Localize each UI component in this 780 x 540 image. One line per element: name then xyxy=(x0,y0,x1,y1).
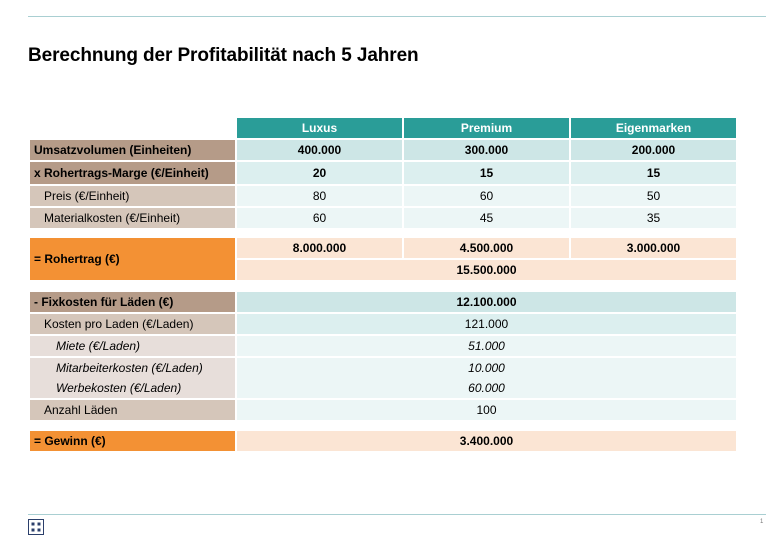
row-label-werbekosten: Werbekosten (€/Laden) xyxy=(30,378,235,398)
material-luxus: 60 xyxy=(237,208,402,228)
row-label-kosten-pro-laden: Kosten pro Laden (€/Laden) xyxy=(30,314,235,334)
fixkosten-value: 12.100.000 xyxy=(237,292,736,312)
column-header-premium: Premium xyxy=(404,118,569,138)
kosten-pro-laden-value: 121.000 xyxy=(237,314,736,334)
row-label-mitarbeiterkosten: Mitarbeiterkosten (€/Laden) xyxy=(30,358,235,378)
row-label-fixkosten: - Fixkosten für Läden (€) xyxy=(30,292,235,312)
werbekosten-value: 60.000 xyxy=(237,378,736,398)
row-label-preis: Preis (€/Einheit) xyxy=(30,186,235,206)
top-divider xyxy=(28,16,766,17)
row-label-rohertrag: = Rohertrag (€) xyxy=(30,238,235,280)
material-premium: 45 xyxy=(404,208,569,228)
bottom-divider xyxy=(28,514,766,515)
mitarbeiterkosten-value: 10.000 xyxy=(237,358,736,378)
row-label-materialkosten: Materialkosten (€/Einheit) xyxy=(30,208,235,228)
marge-premium: 15 xyxy=(404,162,569,184)
row-label-anzahl-laeden: Anzahl Läden xyxy=(30,400,235,420)
row-label-gewinn: = Gewinn (€) xyxy=(30,431,235,451)
preis-luxus: 80 xyxy=(237,186,402,206)
rohertrag-luxus: 8.000.000 xyxy=(237,238,402,258)
rohertrag-eigenmarken: 3.000.000 xyxy=(571,238,736,258)
umsatz-premium: 300.000 xyxy=(404,140,569,160)
marge-luxus: 20 xyxy=(237,162,402,184)
preis-premium: 60 xyxy=(404,186,569,206)
rohertrag-premium: 4.500.000 xyxy=(404,238,569,258)
column-header-luxus: Luxus xyxy=(237,118,402,138)
row-label-rohertrags-marge: x Rohertrags-Marge (€/Einheit) xyxy=(30,162,235,184)
grid-logo-icon xyxy=(28,519,44,535)
anzahl-laeden-value: 100 xyxy=(237,400,736,420)
column-header-eigenmarken: Eigenmarken xyxy=(571,118,736,138)
page-number: 1 xyxy=(760,519,764,525)
marge-eigenmarken: 15 xyxy=(571,162,736,184)
miete-value: 51.000 xyxy=(237,336,736,356)
row-label-umsatzvolumen: Umsatzvolumen (Einheiten) xyxy=(30,140,235,160)
row-label-miete: Miete (€/Laden) xyxy=(30,336,235,356)
page-title: Berechnung der Profitabilität nach 5 Jah… xyxy=(28,45,419,66)
umsatz-luxus: 400.000 xyxy=(237,140,402,160)
rohertrag-total: 15.500.000 xyxy=(237,260,736,280)
material-eigenmarken: 35 xyxy=(571,208,736,228)
umsatz-eigenmarken: 200.000 xyxy=(571,140,736,160)
preis-eigenmarken: 50 xyxy=(571,186,736,206)
gewinn-value: 3.400.000 xyxy=(237,431,736,451)
